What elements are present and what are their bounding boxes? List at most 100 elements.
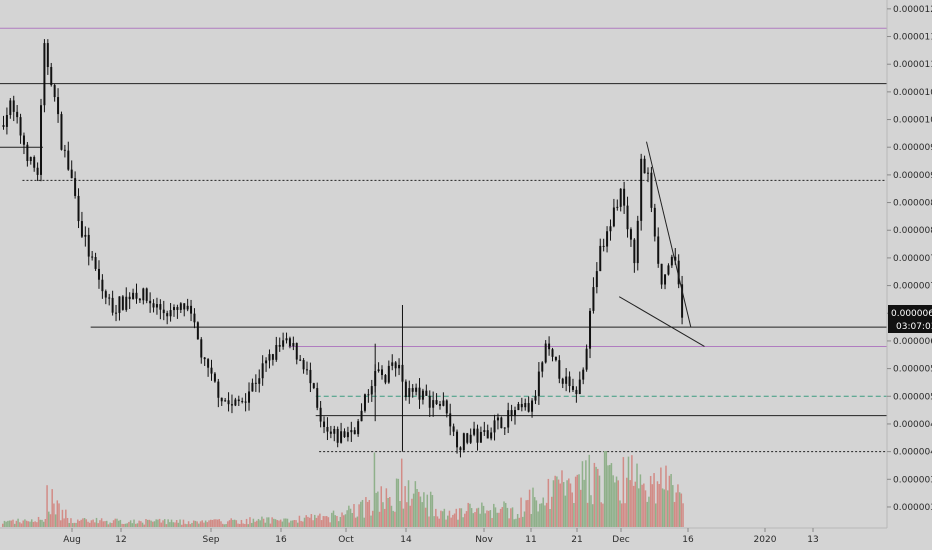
candle [486, 424, 489, 439]
volume-bar [649, 475, 652, 527]
candle [258, 369, 261, 393]
volume-bar [400, 458, 403, 527]
volume-bar [382, 502, 384, 527]
volume-bar [482, 505, 485, 527]
candle [537, 362, 540, 405]
candle-body [469, 434, 472, 443]
volume-bar [465, 511, 468, 527]
volume-bar [639, 474, 642, 527]
candle-body [357, 421, 360, 435]
candle-body [319, 407, 322, 422]
volume-bar [574, 476, 577, 527]
volume-bar [503, 501, 505, 527]
candle-body [500, 417, 503, 429]
candle-body [333, 428, 336, 434]
volume-bar [353, 504, 355, 527]
x-tick-label: 12 [115, 535, 126, 545]
y-tick-label: 0.00001200 [893, 5, 932, 15]
time-axis[interactable]: Aug 12 Sep 16 Oct 14 Nov 11 21 Dec 16 2020 13 [63, 528, 819, 545]
candle [670, 254, 673, 268]
candle-body [578, 379, 581, 395]
candle [582, 367, 585, 385]
candle-body [589, 310, 592, 349]
volume-bar [423, 492, 425, 527]
candle [524, 398, 527, 411]
candle-body [159, 304, 162, 310]
volume-bar [114, 518, 117, 527]
candle-body [520, 403, 523, 408]
candle [578, 371, 581, 395]
volume-bar [651, 484, 654, 527]
candle [500, 416, 503, 429]
volume-bar [216, 519, 219, 527]
candle [183, 303, 186, 317]
candle-body [415, 387, 418, 392]
volume-bar [83, 517, 86, 527]
volume-bar [617, 480, 619, 527]
volume-bar [90, 520, 93, 527]
volume-bar [163, 519, 166, 527]
candle-body [507, 410, 510, 428]
volume-bar [182, 519, 185, 527]
candle [329, 425, 332, 439]
candle [660, 263, 663, 289]
candle [312, 382, 315, 390]
volume-bar [13, 523, 16, 527]
candle [104, 289, 107, 305]
volume-bar [184, 523, 186, 527]
volume-bar [240, 519, 243, 527]
volume-bar [593, 462, 596, 527]
volume-bar [351, 513, 354, 527]
trend-layer [618, 141, 705, 347]
candle-body [305, 369, 308, 371]
candle [629, 227, 632, 247]
candle [5, 107, 8, 135]
trendline-2[interactable] [618, 296, 705, 347]
volume-bar [545, 502, 548, 527]
candle-body [275, 345, 278, 360]
candle-body [534, 396, 537, 401]
volume-bar [177, 522, 180, 527]
volume-bar [169, 522, 171, 527]
candle [609, 219, 612, 241]
candle [166, 310, 169, 325]
volume-bar [356, 516, 359, 527]
volume-bar [143, 524, 146, 527]
candle-body [104, 291, 107, 298]
volume-bar [389, 497, 391, 527]
candle [53, 83, 56, 102]
x-tick-label: 16 [275, 535, 287, 545]
volume-bar [247, 524, 250, 527]
volume-bar [68, 522, 70, 527]
volume-bar [407, 480, 410, 527]
candle [520, 397, 523, 412]
volume-bar [17, 518, 19, 527]
volume-bar [436, 516, 439, 527]
volume-bar [571, 492, 573, 527]
volume-bar [194, 520, 197, 527]
volume-bar [157, 519, 159, 527]
volume-bar [590, 495, 592, 527]
candle-body [145, 288, 148, 301]
candle-body [496, 417, 499, 421]
candle-body [16, 111, 19, 118]
volume-bar [175, 520, 178, 527]
candle-body [418, 387, 421, 400]
volume-bar [336, 515, 338, 527]
candle [428, 390, 431, 417]
volume-bar [433, 516, 435, 527]
candle-body [149, 300, 152, 304]
candle [592, 277, 595, 314]
trendline-1[interactable] [646, 141, 692, 328]
volume-bar [513, 519, 515, 527]
candle-body [493, 420, 496, 433]
volume-bar [549, 508, 551, 527]
candle [152, 299, 155, 313]
candle [234, 397, 237, 407]
candle-body [292, 343, 295, 347]
candle [268, 349, 271, 369]
volume-bar [123, 524, 125, 527]
candle-body [101, 279, 104, 292]
